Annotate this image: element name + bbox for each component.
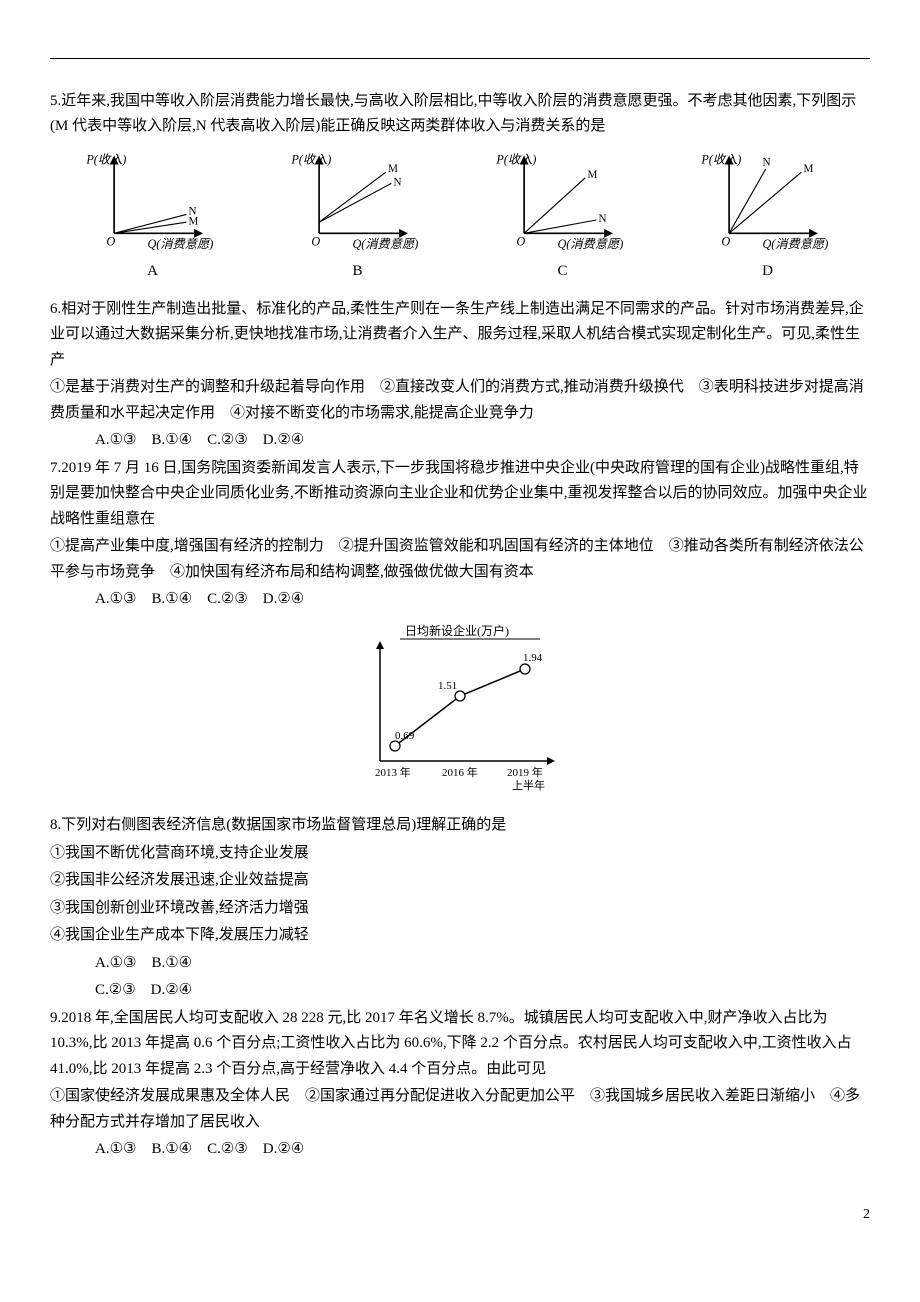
q5-chart-B-label: B — [288, 259, 428, 285]
q8-val-2: 1.94 — [523, 652, 543, 664]
q7-text: 7.2019 年 7 月 16 日,国务院国资委新闻发言人表示,下一步我国将稳步… — [50, 456, 870, 533]
svg-text:Q(消费意愿): Q(消费意愿) — [147, 236, 213, 249]
svg-text:M: M — [388, 163, 398, 175]
svg-text:O: O — [721, 234, 730, 248]
q5-chart-B: P(收入) O Q(消费意愿) M N B — [288, 150, 428, 287]
q8-val-1: 1.51 — [438, 680, 457, 692]
svg-text:N: N — [598, 213, 606, 225]
q5-chart-row: P(收入) O Q(消费意愿) N M A P(收入) O Q(消费意愿) M … — [50, 150, 870, 287]
q8-text: 8.下列对右侧图表经济信息(数据国家市场监督管理总局)理解正确的是 — [50, 813, 870, 839]
q7-opts: A.①③ B.①④ C.②③ D.②④ — [50, 587, 870, 613]
svg-text:O: O — [106, 234, 115, 248]
q8-n4: ④我国企业生产成本下降,发展压力减轻 — [50, 923, 870, 949]
q8-n3: ③我国创新创业环境改善,经济活力增强 — [50, 896, 870, 922]
svg-text:O: O — [516, 234, 525, 248]
svg-text:P(收入): P(收入) — [495, 152, 536, 166]
svg-text:P(收入): P(收入) — [290, 152, 331, 166]
q5-chart-A: P(收入) O Q(消费意愿) N M A — [83, 150, 223, 287]
q8-chart-title: 日均新设企业(万户) — [405, 623, 509, 638]
svg-text:上半年: 上半年 — [512, 778, 545, 792]
svg-text:M: M — [803, 163, 813, 175]
svg-text:M: M — [188, 215, 198, 227]
q5-text: 5.近年来,我国中等收入阶层消费能力增长最快,与高收入阶层相比,中等收入阶层的消… — [50, 89, 870, 140]
q8-opts1: A.①③ B.①④ — [50, 951, 870, 977]
q6-text: 6.相对于刚性生产制造出批量、标准化的产品,柔性生产则在一条生产线上制造出满足不… — [50, 297, 870, 374]
q8-val-0: 0.69 — [395, 730, 415, 742]
q5-chart-C-svg: P(收入) O Q(消费意愿) M N — [493, 150, 633, 250]
q9-text: 9.2018 年,全国居民人均可支配收入 28 228 元,比 2017 年名义… — [50, 1006, 870, 1083]
svg-text:Q(消费意愿): Q(消费意愿) — [762, 236, 828, 249]
q5-chart-D-label: D — [698, 259, 838, 285]
q8-n2: ②我国非公经济发展迅速,企业效益提高 — [50, 868, 870, 894]
svg-text:P(收入): P(收入) — [700, 152, 741, 166]
q5-chart-C-label: C — [493, 259, 633, 285]
q5-chart-A-svg: P(收入) O Q(消费意愿) N M — [83, 150, 223, 250]
q9-numbered: ①国家使经济发展成果惠及全体人民 ②国家通过再分配促进收入分配更加公平 ③我国城… — [50, 1084, 870, 1135]
q8-x-1: 2016 年 — [442, 765, 478, 779]
q9-opts: A.①③ B.①④ C.②③ D.②④ — [50, 1137, 870, 1163]
svg-text:Q(消费意愿): Q(消费意愿) — [352, 236, 418, 249]
q8-chart-container: 日均新设企业(万户) 0.69 1.51 1.94 2013 年 2016 年 … — [50, 621, 870, 806]
svg-text:O: O — [311, 234, 320, 248]
q5-chart-B-svg: P(收入) O Q(消费意愿) M N — [288, 150, 428, 250]
top-rule — [50, 58, 870, 59]
q5-chart-D-svg: P(收入) O Q(消费意愿) N M — [698, 150, 838, 250]
svg-text:Q(消费意愿): Q(消费意愿) — [557, 236, 623, 249]
q7-numbered: ①提高产业集中度,增强国有经济的控制力 ②提升国资监管效能和巩固国有经济的主体地… — [50, 534, 870, 585]
page-number: 2 — [50, 1203, 870, 1227]
q5-chart-A-label: A — [83, 259, 223, 285]
q6-numbered: ①是基于消费对生产的调整和升级起着导向作用 ②直接改变人们的消费方式,推动消费升… — [50, 375, 870, 426]
svg-text:2019 年: 2019 年 — [507, 765, 543, 779]
q8-x-0: 2013 年 — [375, 765, 411, 779]
q6-opts: A.①③ B.①④ C.②③ D.②④ — [50, 428, 870, 454]
svg-text:N: N — [393, 176, 401, 188]
q8-opts2: C.②③ D.②④ — [50, 978, 870, 1004]
q5-chart-D: P(收入) O Q(消费意愿) N M D — [698, 150, 838, 287]
svg-text:P(收入): P(收入) — [85, 152, 126, 166]
q8-chart-svg: 日均新设企业(万户) 0.69 1.51 1.94 2013 年 2016 年 … — [345, 621, 575, 796]
svg-text:N: N — [762, 156, 770, 168]
svg-text:M: M — [587, 168, 597, 180]
q8-n1: ①我国不断优化营商环境,支持企业发展 — [50, 841, 870, 867]
q5-chart-C: P(收入) O Q(消费意愿) M N C — [493, 150, 633, 287]
